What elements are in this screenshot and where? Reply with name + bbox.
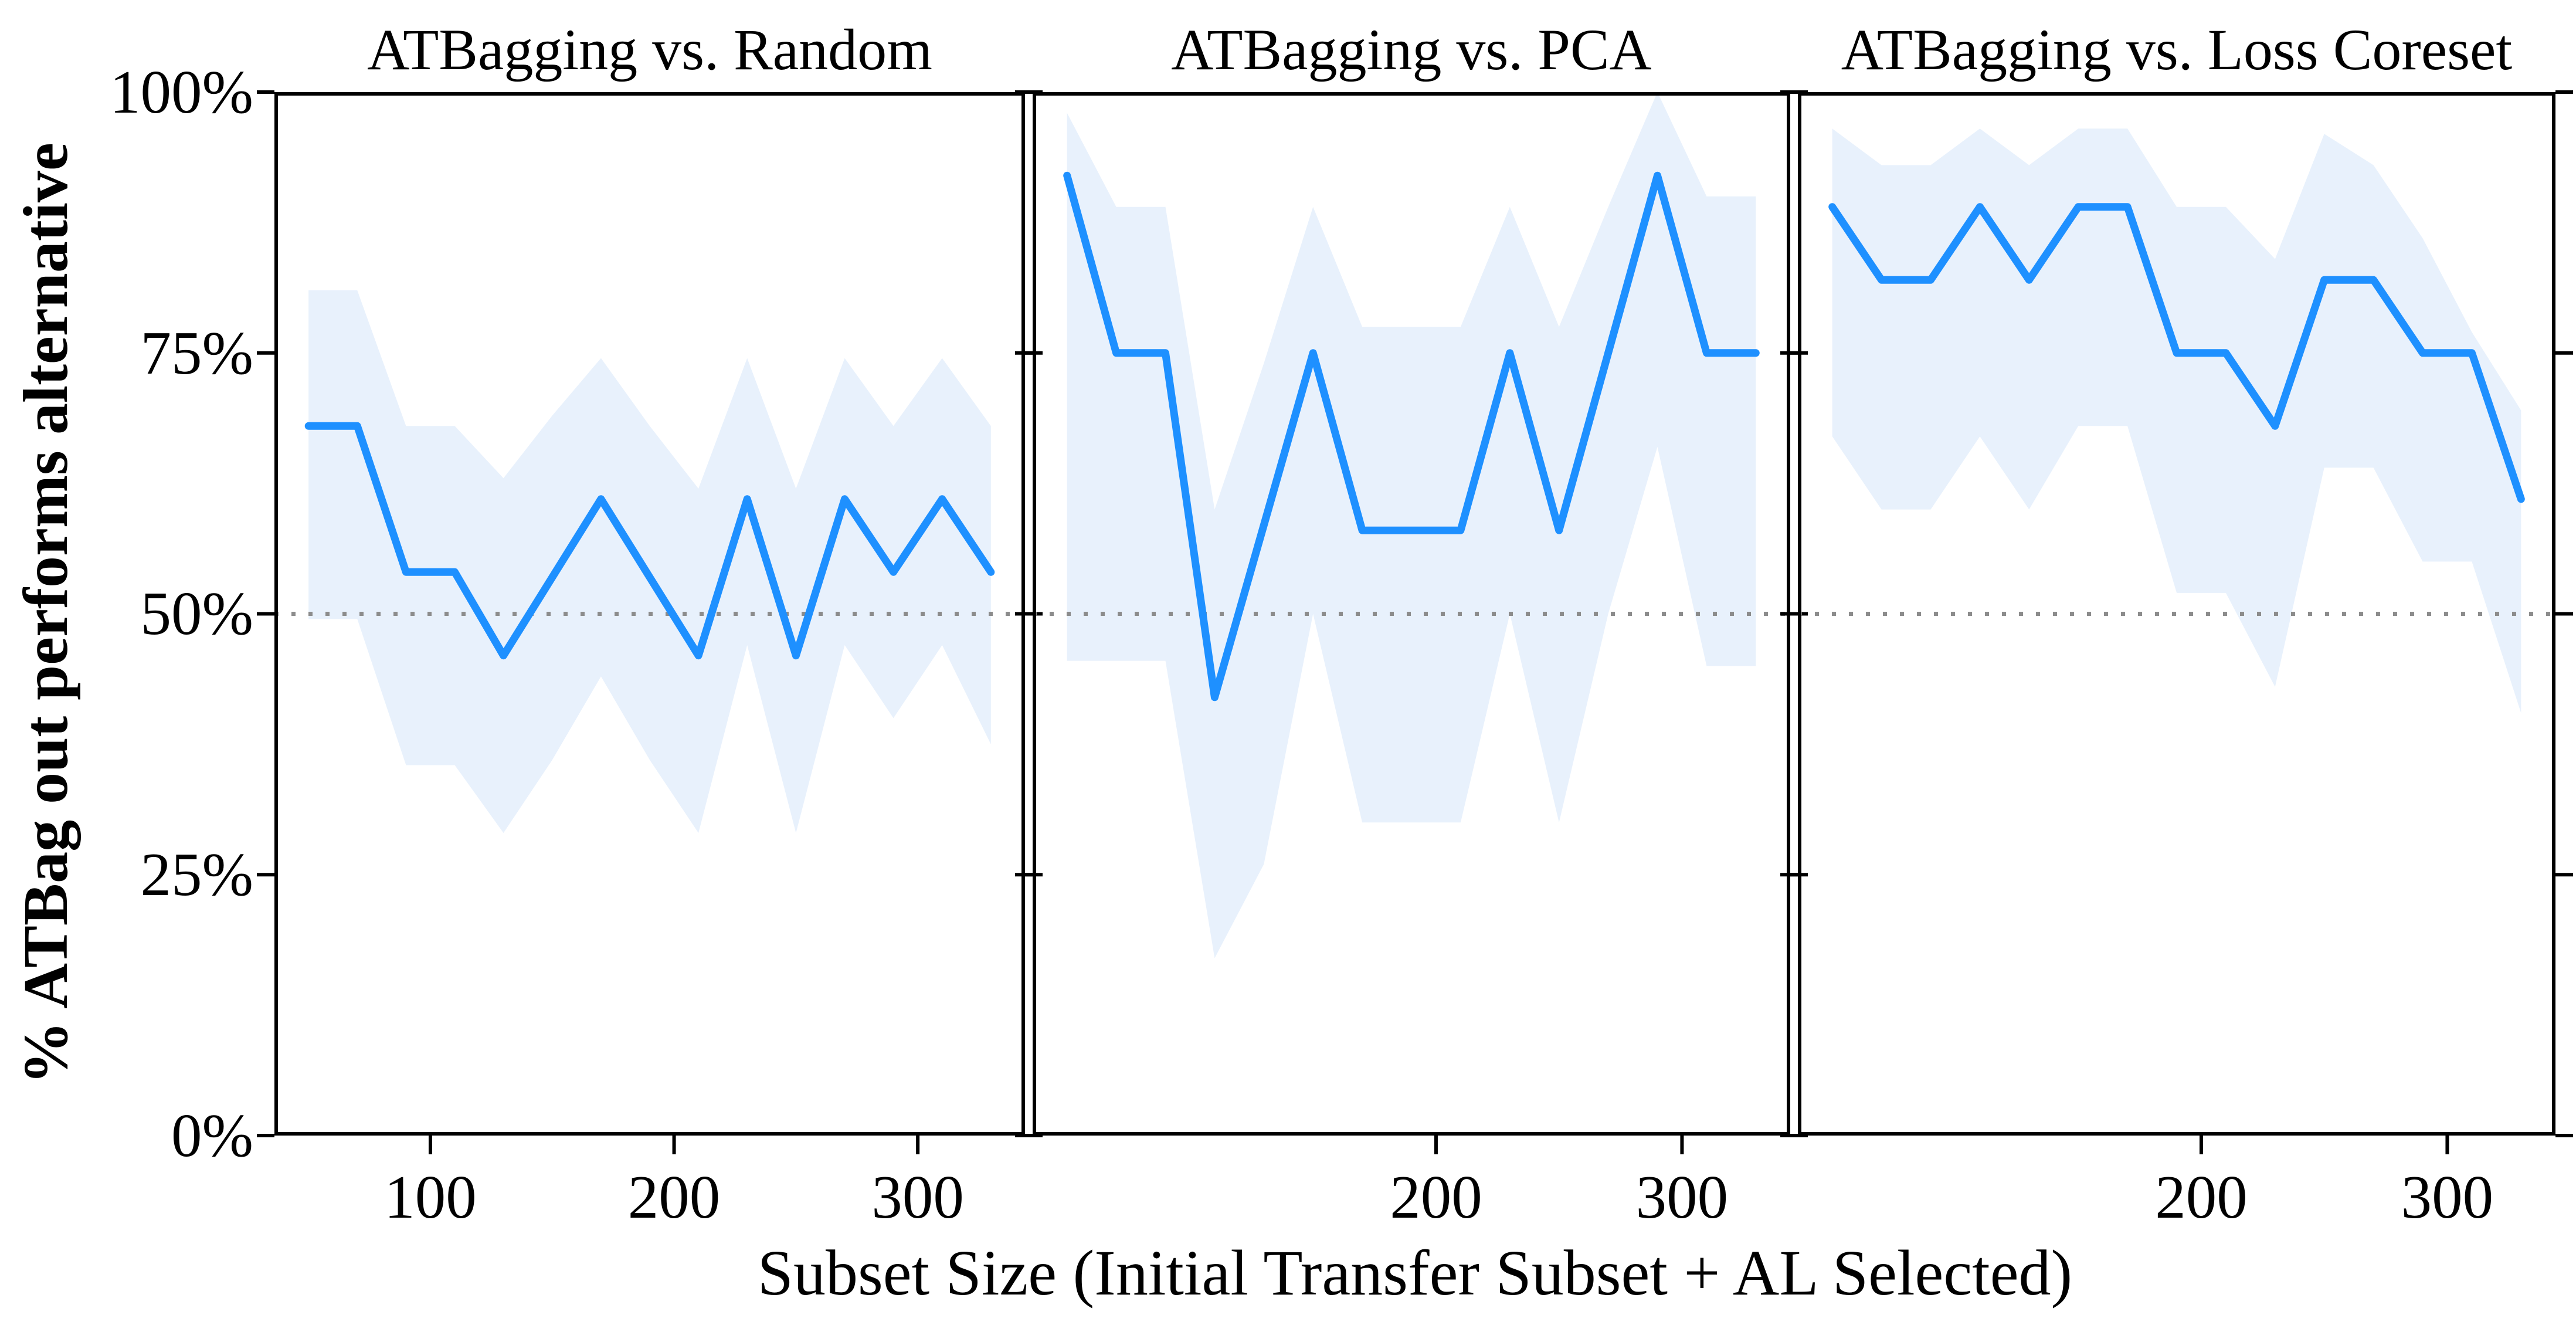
x-tick-label: 300 xyxy=(2401,1163,2494,1231)
y-tick-label-0: 0% xyxy=(171,1101,253,1170)
line-chart-random xyxy=(257,90,1043,1154)
y-tick-label-50: 50% xyxy=(140,579,253,648)
x-tick-label: 300 xyxy=(871,1163,964,1231)
series-line xyxy=(1063,171,1760,702)
x-tick-label: 100 xyxy=(384,1163,477,1231)
x-tick-label: 300 xyxy=(1635,1163,1729,1231)
y-tick-label-75: 75% xyxy=(140,318,253,387)
x-tick-label: 200 xyxy=(627,1163,721,1231)
line-chart-pca xyxy=(1015,90,1808,1154)
axes-spines xyxy=(1798,92,2555,1136)
y-tick-label-100: 100% xyxy=(110,57,253,126)
panel-atbagging-vs-random xyxy=(257,90,1043,1154)
series-line xyxy=(304,422,995,660)
panel-atbagging-vs-pca xyxy=(1015,90,1808,1154)
panel-title-loss-coreset: ATBagging vs. Loss Coreset xyxy=(1841,17,2513,82)
x-tick-label: 200 xyxy=(2155,1163,2248,1231)
panel-atbagging-vs-loss-coreset xyxy=(1780,90,2573,1154)
panel-title-random: ATBagging vs. Random xyxy=(367,17,932,82)
y-tick-label-25: 25% xyxy=(140,840,253,909)
line-chart-loss-coreset xyxy=(1780,90,2573,1154)
x-tick-label: 200 xyxy=(1390,1163,1482,1231)
confidence-band xyxy=(1832,128,2521,713)
panel-title-pca: ATBagging vs. PCA xyxy=(1171,17,1652,82)
x-axis-label: Subset Size (Initial Transfer Subset + A… xyxy=(757,1237,2073,1309)
confidence-band xyxy=(1067,92,1756,958)
series-line xyxy=(1828,203,2525,503)
confidence-band xyxy=(308,290,991,833)
